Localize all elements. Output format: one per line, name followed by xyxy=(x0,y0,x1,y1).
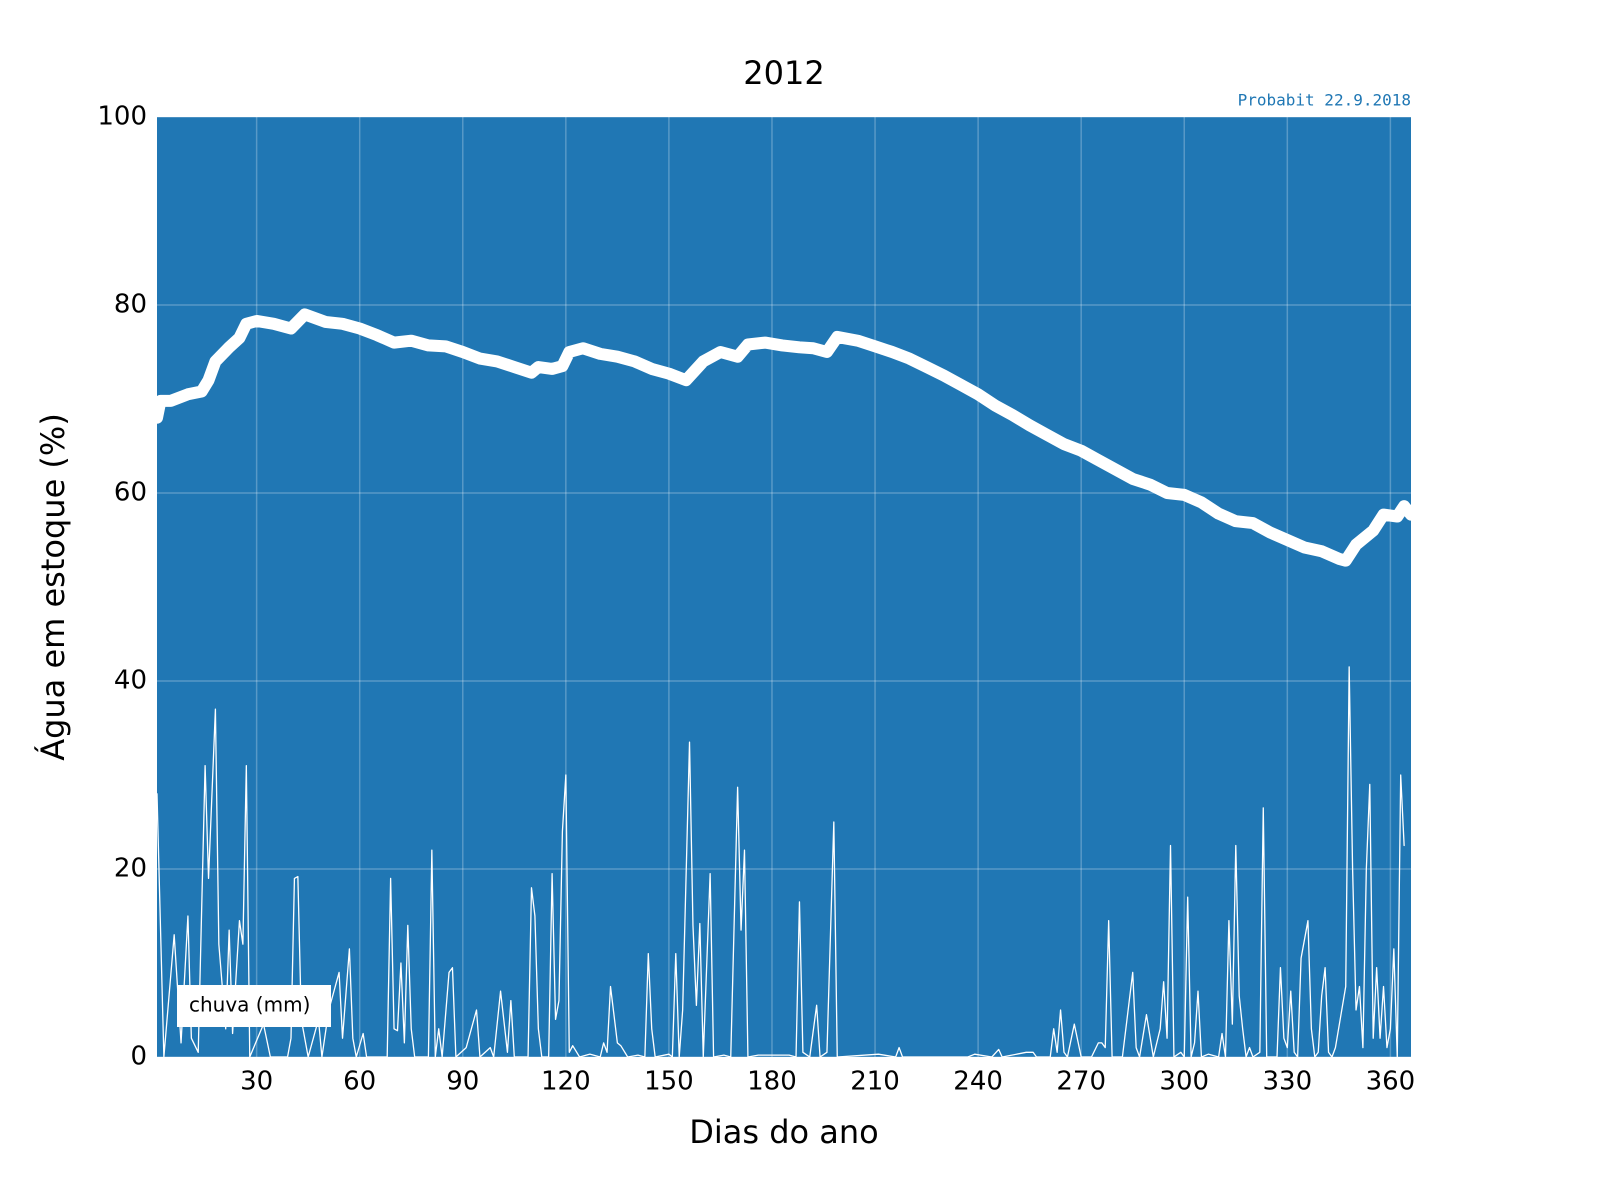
rain-line xyxy=(157,666,1405,1057)
y-tick-label: 0 xyxy=(130,1042,147,1072)
y-axis-label: Água em estoque (%) xyxy=(34,413,72,761)
plot-area xyxy=(157,117,1411,1057)
x-tick-label: 240 xyxy=(953,1067,1003,1097)
x-tick-label: 120 xyxy=(541,1067,591,1097)
x-tick-label: 330 xyxy=(1262,1067,1312,1097)
y-tick-label: 80 xyxy=(114,290,147,320)
stock-line xyxy=(157,308,1411,567)
y-tick-label: 100 xyxy=(97,102,147,132)
x-tick-label: 300 xyxy=(1159,1067,1209,1097)
x-tick-label: 90 xyxy=(446,1067,479,1097)
x-tick-label: 60 xyxy=(343,1067,376,1097)
x-tick-label: 210 xyxy=(850,1067,900,1097)
x-tick-label: 270 xyxy=(1056,1067,1106,1097)
x-tick-label: 180 xyxy=(747,1067,797,1097)
y-tick-label: 20 xyxy=(114,854,147,884)
x-tick-label: 150 xyxy=(644,1067,694,1097)
x-tick-label: 30 xyxy=(240,1067,273,1097)
y-tick-label: 40 xyxy=(114,666,147,696)
x-tick-label: 360 xyxy=(1366,1067,1416,1097)
annotation: Probabit 22.9.2018 xyxy=(1238,91,1411,110)
legend-label: chuva (mm) xyxy=(189,993,310,1017)
y-tick-label: 60 xyxy=(114,478,147,508)
x-axis-label: Dias do ano xyxy=(689,1113,879,1151)
chart-title: 2012 xyxy=(743,54,824,92)
legend-box xyxy=(177,985,331,1027)
